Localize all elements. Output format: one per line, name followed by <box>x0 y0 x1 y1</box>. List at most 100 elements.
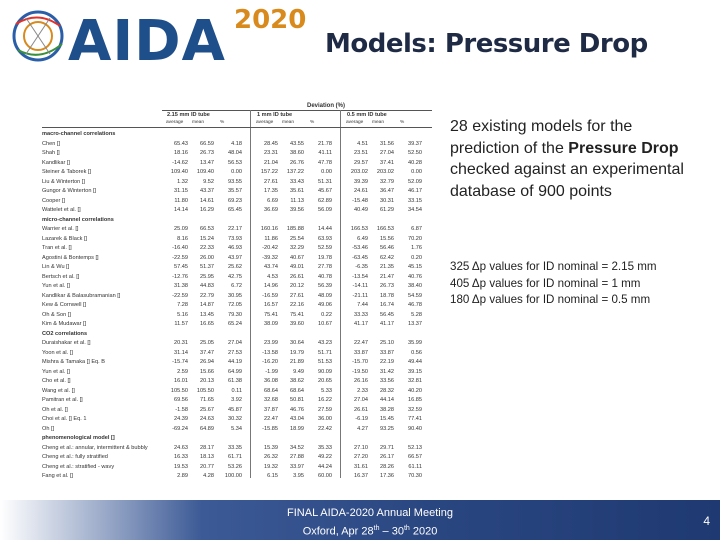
table-cell: 40.76 <box>408 273 422 280</box>
table-cell: 43.97 <box>228 254 242 261</box>
table-cell: 39.39 <box>354 178 368 185</box>
table-cell: 16.29 <box>200 207 214 213</box>
table-cell: 24.39 <box>174 416 188 422</box>
table-cell: 23.99 <box>264 340 278 346</box>
table-cell: 62.89 <box>318 197 332 204</box>
table-cell: 160.16 <box>260 226 278 232</box>
row-label: Oh & Son [] <box>42 311 71 318</box>
table-cell: 36.08 <box>264 378 278 384</box>
table-cell: 15.56 <box>380 235 394 242</box>
table-cell: 21.47 <box>380 273 394 280</box>
table-cell: 42.75 <box>228 273 242 280</box>
table-cell: -12.76 <box>172 273 188 280</box>
table-cell: 37.41 <box>380 159 394 166</box>
table-cell: 33.43 <box>290 178 304 185</box>
table-cell: -69.24 <box>172 425 188 432</box>
table-row: Lin & Wu [] 57.45 51.37 25.62 43.74 49.01 27.7… <box>42 263 432 271</box>
table-cell: 15.39 <box>264 444 278 451</box>
table-cell: 21.78 <box>318 140 332 147</box>
table-cell: 18.13 <box>200 454 214 460</box>
row-label: Tran et al. [] <box>42 245 72 251</box>
table-cell: 93.25 <box>380 425 394 432</box>
table-cell: 157.22 <box>260 169 278 175</box>
table-cell: 18.16 <box>174 150 188 156</box>
table-cell: -13.58 <box>262 349 278 356</box>
table-cell: 21.89 <box>290 359 304 365</box>
table-cell: 75.41 <box>264 311 278 318</box>
table-row: Liu & Winterton [] 1.32 9.52 93.55 27.61 33.4… <box>42 178 432 186</box>
table-cell: 27.04 <box>380 150 394 156</box>
table-cell: 2.33 <box>357 387 368 394</box>
table-cell: 5.33 <box>321 387 332 394</box>
table-cell: 43.23 <box>318 340 332 346</box>
table-cell: 44.19 <box>228 359 242 365</box>
table-cell: 16.01 <box>174 378 188 384</box>
table-cell: 105.50 <box>170 387 188 394</box>
table-cell: 16.74 <box>380 302 394 308</box>
table-section-row: CO2 correlations <box>42 330 432 338</box>
table-cell: 37.47 <box>200 349 214 356</box>
table-cell: 17.36 <box>380 473 394 479</box>
table-cell: 79.30 <box>228 311 242 318</box>
table-cell: -16.20 <box>262 359 278 365</box>
table-cell: -15.74 <box>172 359 188 365</box>
table-row: Yun et al. [] 31.38 44.83 6.72 14.96 20.12 56.… <box>42 282 432 290</box>
table-cell: 14.14 <box>174 207 188 213</box>
description-suffix: checked against an experimental database… <box>450 161 684 200</box>
table-cell: -1.99 <box>265 368 278 375</box>
table-cell: 137.22 <box>286 169 304 175</box>
row-label: Warrier et al. [] <box>42 226 79 232</box>
table-row: Fang et al. [] 2.89 4.28 100.00 6.15 3.95 60.0… <box>42 472 432 480</box>
table-cell: 69.56 <box>174 397 188 403</box>
table-row: Choi et al. [] Eq. 1 24.39 24.63 30.32 22.47… <box>42 415 432 423</box>
table-cell: 0.00 <box>411 169 422 175</box>
table-cell: 68.64 <box>290 387 304 394</box>
row-label: Choi et al. [] Eq. 1 <box>42 416 87 422</box>
table-row: Cheng et al.: stratified - wavy 19.53 20.7… <box>42 463 432 471</box>
table-cell: 5.16 <box>177 311 188 318</box>
table-cell: 11.57 <box>174 321 188 327</box>
table-cell: 56.39 <box>318 283 332 289</box>
table-cell: 7.44 <box>357 302 368 308</box>
table-cell: 45.67 <box>318 188 332 194</box>
table-cell: 28.26 <box>380 463 394 470</box>
table-cell: 41.11 <box>318 150 332 156</box>
table-cell: 90.09 <box>318 368 332 375</box>
table-cell: -1.58 <box>175 406 188 413</box>
description-bold: Pressure Drop <box>568 139 679 157</box>
logo-year: 2020 <box>234 5 307 35</box>
table-cell: 32.68 <box>264 397 278 403</box>
table-cell: 66.57 <box>408 454 422 460</box>
table-cell: 25.05 <box>200 340 214 346</box>
table-cell: 24.63 <box>200 416 214 422</box>
table-row: Gungor & Winterton [] 31.15 43.37 35.57 17.3… <box>42 187 432 195</box>
table-cell: 40.28 <box>408 159 422 166</box>
table-cell: 166.53 <box>350 226 368 232</box>
table-cell: 47.78 <box>318 159 332 166</box>
table-cell: 100.00 <box>224 473 242 479</box>
subheader-rule <box>42 127 432 128</box>
table-cell: 28.32 <box>380 387 394 394</box>
table-subheader: mean <box>282 120 294 125</box>
row-label: Lazarek & Black [] <box>42 235 88 242</box>
table-cell: 2.59 <box>177 368 188 375</box>
table-subheader: % <box>310 120 315 125</box>
group-header: 0.5 mm ID tube <box>347 112 387 118</box>
table-cell: 26.17 <box>380 454 394 460</box>
table-cell: 33.87 <box>354 349 368 356</box>
table-cell: 16.65 <box>200 321 214 327</box>
row-label: CO2 correlations <box>42 330 88 337</box>
table-cell: -13.54 <box>352 273 368 280</box>
table-cell: 31.15 <box>174 188 188 194</box>
table-row: Oh & Son [] 5.16 13.45 79.30 75.41 75.41 0.22 3… <box>42 311 432 319</box>
count-line: 180 Δp values for ID nominal = 0.5 mm <box>450 293 651 306</box>
table-cell: 49.06 <box>318 302 332 308</box>
table-cell: 28.17 <box>200 444 214 451</box>
table-cell: 56.09 <box>318 207 332 213</box>
table-cell: 41.17 <box>354 321 368 327</box>
table-cell: 6.69 <box>267 197 278 204</box>
table-cell: 40.49 <box>354 207 368 213</box>
table-subheader: mean <box>192 120 204 125</box>
footer-text: FINAL AIDA-2020 Annual Meeting Oxford, A… <box>260 506 480 540</box>
table-cell: 25.95 <box>200 273 214 280</box>
